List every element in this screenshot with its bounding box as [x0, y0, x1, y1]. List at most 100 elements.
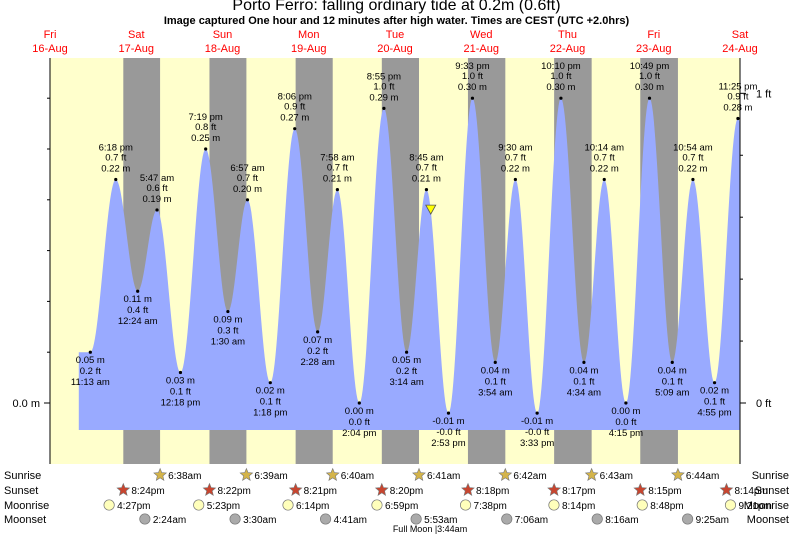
moonrise-time-label: 6:14pm [296, 501, 329, 512]
moonrise-time-label: 6:59pm [385, 501, 418, 512]
sunset-icon [547, 482, 562, 496]
sunset-time-label: 8:18pm [476, 486, 509, 497]
low-m-label: 0.05 m [392, 355, 421, 366]
sunrise-time-label: 6:42am [513, 471, 546, 482]
sunrise-icon [584, 467, 599, 481]
high-time-label: 9:30 am [498, 142, 532, 153]
low-ft-label: 0.2 ft [396, 366, 417, 377]
extreme-point [602, 177, 606, 182]
extreme-point [335, 188, 339, 192]
high-time-label: 10:54 am [673, 142, 713, 153]
low-m-label: 0.02 m [700, 386, 729, 397]
high-m-label: 0.21 m [323, 174, 352, 185]
day-date-label: 22-Aug [550, 43, 585, 55]
low-time-label: 2:28 am [300, 357, 334, 368]
low-m-label: 0.02 m [256, 386, 285, 397]
low-m-label: 0.04 m [569, 365, 598, 376]
astro-row-label-left: Sunset [4, 485, 38, 497]
high-m-label: 0.22 m [101, 163, 130, 174]
moonset-icon [501, 513, 513, 525]
moonset-time-label: 2:24am [153, 515, 186, 526]
moonrise-icon [282, 499, 294, 511]
low-m-label: 0.09 m [213, 315, 242, 326]
astro-rows: Sunrise Sunrise 6:38am 6:39am 6:40am 6:41am 6:… [4, 467, 789, 534]
extreme-point [712, 381, 717, 385]
low-time-label: 5:09 am [655, 387, 689, 398]
day-name-label: Fri [647, 29, 660, 41]
low-ft-label: 0.1 ft [170, 387, 191, 398]
astro-row-label-right: Moonrise [744, 500, 789, 512]
low-ft-label: 0.1 ft [260, 397, 281, 408]
extreme-point [493, 360, 497, 364]
moonrise-icon [724, 499, 737, 511]
extreme-point [691, 177, 695, 182]
extreme-point [268, 381, 272, 385]
day-name-label: Sat [128, 29, 145, 41]
high-time-label: 10:49 pm [630, 61, 670, 72]
moonset-time-label: 5:53am [424, 515, 457, 526]
day-name-label: Mon [298, 29, 319, 41]
moonset-time-label: 9:25am [696, 515, 729, 526]
high-m-label: 0.22 m [590, 163, 619, 174]
extreme-point [624, 401, 628, 405]
high-ft-label: 0.8 ft [195, 122, 216, 133]
high-ft-label: 1.0 ft [550, 71, 571, 82]
high-m-label: 0.30 m [458, 82, 487, 93]
sunrise-time-label: 6:44am [686, 471, 719, 482]
extreme-point [582, 360, 586, 364]
moonrise-icon [371, 499, 383, 511]
moonset-time-label: 7:06am [515, 515, 548, 526]
astro-row-label-left: Moonrise [4, 500, 49, 512]
day-name-label: Tue [386, 29, 405, 41]
moonrise-icon [636, 499, 648, 511]
sunrise-time-label: 6:43am [600, 471, 633, 482]
high-time-label: 8:06 pm [278, 92, 312, 103]
high-m-label: 0.28 m [723, 103, 752, 114]
moonrise-icon [103, 499, 115, 511]
low-time-label: 11:13 am [71, 377, 110, 388]
extreme-point [559, 96, 563, 100]
high-ft-label: 0.9 ft [284, 102, 305, 113]
low-m-label: 0.04 m [481, 365, 510, 376]
chart-subtitle: Image captured One hour and 12 minutes a… [163, 15, 630, 27]
moonset-time-label: 3:30am [243, 515, 276, 526]
low-time-label: 3:54 am [478, 387, 512, 398]
moonset-icon [682, 513, 694, 525]
high-ft-label: 0.9 ft [727, 92, 748, 103]
high-ft-label: 0.7 ft [505, 152, 526, 163]
sunrise-icon [412, 467, 426, 481]
day-labels: Fri 16-Aug Sat 17-Aug Sun 18-Aug Mon 19-Aug Tue 2… [32, 29, 757, 55]
astro-row-label-right: Sunset [755, 485, 789, 497]
low-m-label: 0.07 m [303, 335, 332, 346]
sunset-time-label: 8:22pm [217, 486, 250, 497]
extreme-point [88, 350, 92, 354]
astro-row-label-left: Moonset [4, 514, 46, 526]
extreme-point [647, 96, 652, 100]
sunset-icon [719, 482, 734, 496]
day-date-label: 21-Aug [464, 43, 499, 55]
extreme-point [245, 198, 250, 202]
sunrise-time-label: 6:41am [427, 471, 460, 482]
sunset-icon [633, 482, 648, 496]
high-m-label: 0.25 m [191, 133, 220, 144]
low-ft-label: 0.0 ft [615, 417, 636, 428]
low-time-label: 2:53 pm [431, 438, 465, 449]
extreme-point [316, 330, 320, 334]
high-m-label: 0.30 m [546, 82, 575, 93]
extreme-point [470, 96, 475, 100]
right-tick-label: 1 ft [756, 88, 771, 100]
sunrise-icon [239, 467, 254, 481]
sunset-time-label: 8:15pm [648, 486, 681, 497]
low-m-label: 0.11 m [124, 294, 152, 305]
low-ft-label: 0.1 ft [662, 376, 683, 387]
moonset-icon [410, 513, 422, 525]
moonrise-icon [548, 499, 560, 511]
high-m-label: 0.29 m [369, 92, 398, 103]
low-time-label: 12:18 pm [161, 398, 201, 409]
high-m-label: 0.22 m [678, 163, 707, 174]
high-m-label: 0.19 m [142, 194, 171, 205]
low-time-label: 4:34 am [567, 387, 601, 398]
high-time-label: 11:25 pm [718, 82, 757, 93]
full-moon-note: Full Moon |3:44am [393, 524, 467, 534]
